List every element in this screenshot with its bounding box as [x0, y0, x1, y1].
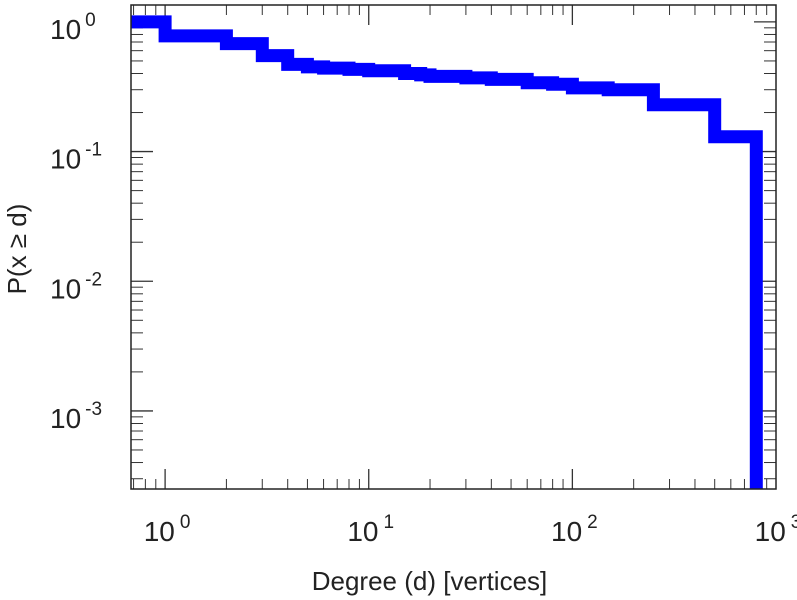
series-layer: [131, 15, 763, 489]
x-axis-label: Degree (d) [vertices]: [312, 566, 548, 596]
x-tick-exponent: 2: [587, 512, 598, 533]
y-tick-base: 10: [50, 14, 81, 45]
ccdf-step-line: [131, 15, 763, 489]
y-tick-exponent: -1: [85, 140, 102, 161]
minor-ticks: [131, 5, 776, 489]
y-tick-base: 10: [50, 273, 81, 304]
x-tick-base: 10: [755, 516, 786, 547]
y-tick-label: 10 -1: [50, 140, 102, 175]
x-tick-label: 10 1: [347, 512, 394, 547]
y-tick-exponent: -2: [85, 269, 102, 290]
y-tick-exponent: -3: [85, 399, 102, 420]
x-tick-exponent: 0: [180, 512, 191, 533]
y-tick-label: 10 -3: [50, 399, 102, 434]
x-tick-labels: 10 0 10 1 10 2 10 3: [144, 512, 797, 547]
x-tick-label: 10 0: [144, 512, 191, 547]
y-axis-label: P(x ≥ d): [2, 204, 32, 295]
x-tick-label: 10 3: [755, 512, 797, 547]
x-tick-exponent: 3: [791, 512, 797, 533]
y-tick-base: 10: [50, 403, 81, 434]
plot-frame: [130, 4, 777, 490]
x-tick-base: 10: [347, 516, 378, 547]
x-tick-base: 10: [144, 516, 175, 547]
y-tick-label: 10 0: [50, 10, 96, 45]
y-tick-exponent: 0: [85, 10, 96, 31]
x-tick-base: 10: [551, 516, 582, 547]
y-tick-base: 10: [50, 144, 81, 175]
x-tick-exponent: 1: [384, 512, 395, 533]
y-tick-label: 10 -2: [50, 269, 102, 304]
x-tick-label: 10 2: [551, 512, 598, 547]
